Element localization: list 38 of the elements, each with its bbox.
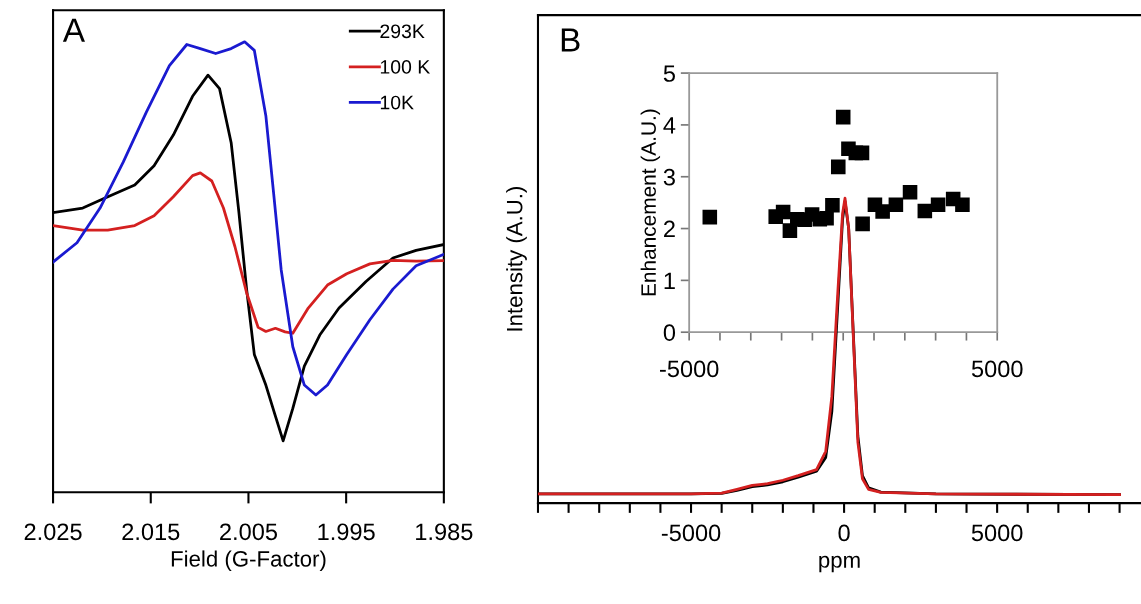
y-tick-label: 3 bbox=[663, 168, 675, 186]
point bbox=[902, 184, 918, 200]
legend-label: 100 K bbox=[380, 60, 431, 74]
x-tick-label: 5000 bbox=[971, 360, 1023, 378]
point bbox=[930, 197, 946, 212]
x-tick-label: 5000 bbox=[971, 524, 1023, 542]
x-tick-label: 2.005 bbox=[220, 523, 278, 541]
legend-label: 293K bbox=[380, 24, 425, 39]
y-axis-title: Intensity (A.U.) bbox=[506, 187, 527, 331]
y-axis-title: Enhancement (A.U.) bbox=[640, 109, 661, 296]
point bbox=[825, 197, 840, 213]
x-tick-label: 1.985 bbox=[416, 523, 473, 541]
x-tick-label: 2.015 bbox=[122, 523, 180, 541]
x-tick-label: -5000 bbox=[660, 360, 719, 378]
y-tick-label: 1 bbox=[664, 272, 675, 289]
legend-label: 10K bbox=[380, 95, 414, 110]
x-axis-title: ppm bbox=[819, 555, 860, 573]
x-tick-label: 2.025 bbox=[24, 523, 82, 541]
point bbox=[875, 204, 890, 219]
x-axis-title: Field (G-Factor) bbox=[171, 550, 326, 572]
point bbox=[888, 197, 904, 212]
point bbox=[819, 210, 834, 226]
point bbox=[854, 145, 870, 161]
point bbox=[955, 197, 970, 212]
x-tick-label: 1.995 bbox=[318, 523, 375, 541]
point bbox=[775, 204, 791, 220]
x-tick-label: 0 bbox=[838, 524, 850, 542]
text: A bbox=[62, 18, 85, 42]
point bbox=[855, 216, 870, 232]
text: B bbox=[561, 28, 580, 52]
point bbox=[702, 209, 718, 225]
point bbox=[830, 159, 846, 175]
y-tick-label: 2 bbox=[664, 220, 675, 238]
x-tick-label: -5000 bbox=[661, 524, 721, 542]
y-tick-label: 4 bbox=[663, 117, 676, 134]
point bbox=[835, 109, 851, 125]
y-tick-label: 0 bbox=[663, 324, 676, 341]
y-tick-label: 5 bbox=[663, 65, 675, 82]
